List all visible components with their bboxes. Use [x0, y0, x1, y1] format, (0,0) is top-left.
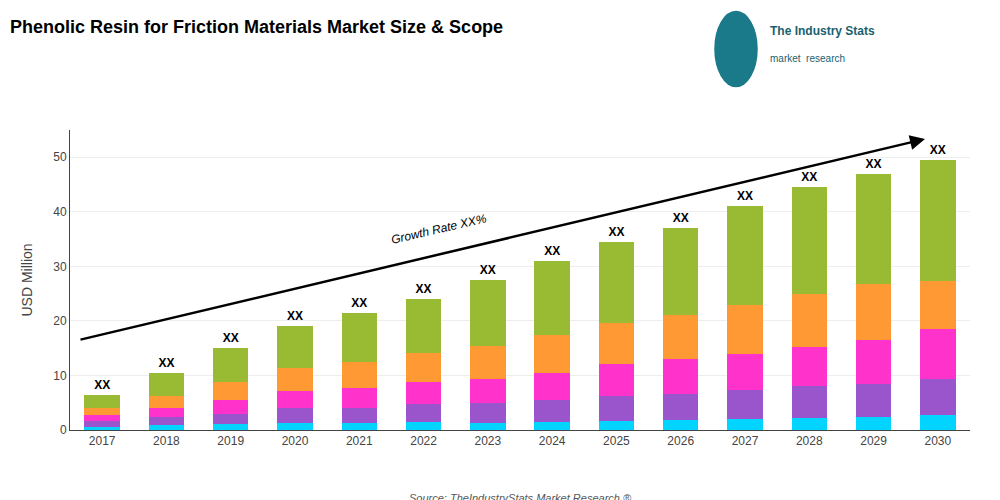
- svg-text:Source: TheIndustryStats Marke: Source: TheIndustryStats Market Research…: [409, 492, 632, 500]
- svg-text:Growth Rate XX%: Growth Rate XX%: [390, 211, 488, 247]
- svg-text:2029: 2029: [860, 434, 887, 448]
- svg-text:Phenolic Resin for Friction Ma: Phenolic Resin for Friction Materials Ma…: [10, 17, 503, 37]
- svg-text:2022: 2022: [410, 434, 437, 448]
- svg-text:2021: 2021: [346, 434, 373, 448]
- svg-text:40: 40: [53, 205, 67, 219]
- svg-text:20: 20: [53, 314, 67, 328]
- svg-text:2025: 2025: [603, 434, 630, 448]
- svg-text:XX: XX: [866, 157, 882, 171]
- svg-text:XX: XX: [737, 189, 753, 203]
- svg-text:XX: XX: [351, 296, 367, 310]
- svg-text:XX: XX: [416, 282, 432, 296]
- svg-text:2028: 2028: [796, 434, 823, 448]
- svg-text:XX: XX: [801, 170, 817, 184]
- svg-text:2019: 2019: [217, 434, 244, 448]
- svg-text:USD Million: USD Million: [19, 243, 35, 316]
- svg-text:0: 0: [60, 423, 67, 437]
- svg-text:XX: XX: [158, 356, 174, 370]
- svg-text:XX: XX: [480, 263, 496, 277]
- svg-text:2023: 2023: [475, 434, 502, 448]
- svg-text:XX: XX: [673, 211, 689, 225]
- svg-text:2026: 2026: [667, 434, 694, 448]
- svg-text:2024: 2024: [539, 434, 566, 448]
- svg-text:2020: 2020: [282, 434, 309, 448]
- svg-text:XX: XX: [544, 244, 560, 258]
- svg-text:XX: XX: [223, 331, 239, 345]
- svg-text:XX: XX: [94, 378, 110, 392]
- svg-text:50: 50: [53, 150, 67, 164]
- svg-text:2030: 2030: [925, 434, 952, 448]
- svg-text:market research: market research: [770, 53, 845, 64]
- svg-text:2017: 2017: [89, 434, 116, 448]
- svg-text:2018: 2018: [153, 434, 180, 448]
- svg-text:30: 30: [53, 260, 67, 274]
- svg-text:XX: XX: [930, 143, 946, 157]
- svg-text:10: 10: [53, 369, 67, 383]
- svg-text:XX: XX: [608, 225, 624, 239]
- svg-text:XX: XX: [287, 309, 303, 323]
- svg-text:2027: 2027: [732, 434, 759, 448]
- svg-text:The Industry Stats: The Industry Stats: [770, 24, 875, 38]
